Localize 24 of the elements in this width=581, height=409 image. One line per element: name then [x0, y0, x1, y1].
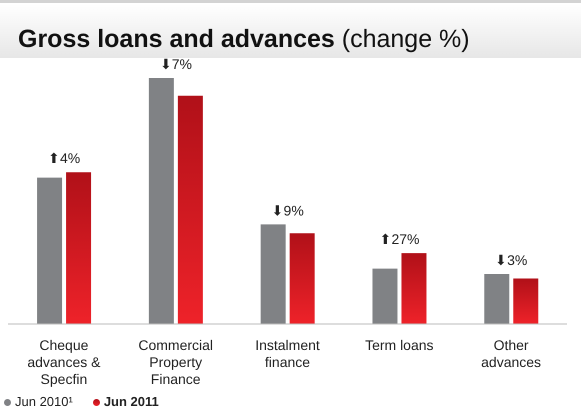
bar — [148, 78, 174, 324]
bar — [513, 278, 538, 324]
bar — [260, 224, 286, 324]
bar — [178, 96, 203, 324]
x-tick-label: Term loans — [365, 337, 434, 353]
bar — [290, 233, 315, 324]
annotation: ⬆4% — [48, 150, 80, 166]
bar — [484, 274, 510, 324]
chart-subtitle: (change %) — [340, 25, 470, 53]
text: ⬇7% — [160, 56, 192, 72]
bar — [37, 178, 62, 324]
legend-label: Jun 2010¹ — [15, 394, 73, 409]
chart-title: Gross loans and advances — [18, 25, 335, 53]
annotation: ⬆27% — [379, 231, 420, 248]
x-tick-label: Cheque advances & Specfin — [27, 337, 102, 387]
legend-label: Jun 2011 — [104, 394, 159, 409]
x-tick-label: Commercial Property Finance — [138, 337, 214, 387]
bar — [66, 172, 92, 324]
x-tick-label: Instalment finance — [255, 337, 320, 370]
annotation: ⬇9% — [272, 202, 304, 218]
bar — [401, 253, 426, 324]
x-tick-label: Other advances — [481, 337, 542, 370]
bar — [372, 268, 398, 324]
annotation: ⬇3% — [495, 252, 528, 268]
